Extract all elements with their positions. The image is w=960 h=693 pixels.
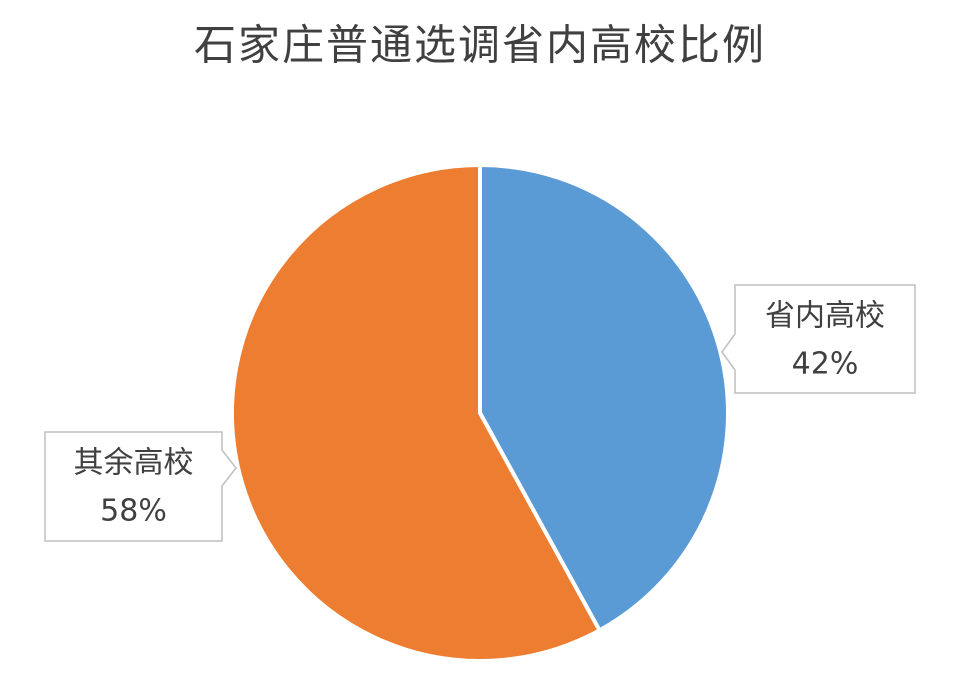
data-label-value: 42%	[792, 347, 859, 382]
data-label-category: 其余高校	[74, 446, 194, 481]
data-label-box	[721, 284, 916, 394]
pie-slice	[230, 162, 603, 663]
pie-slice	[478, 162, 730, 634]
data-label-value: 58%	[100, 494, 167, 529]
data-label-box	[44, 431, 237, 542]
chart-title: 石家庄普通选调省内高校比例	[194, 21, 766, 70]
data-label-category: 省内高校	[765, 299, 885, 334]
